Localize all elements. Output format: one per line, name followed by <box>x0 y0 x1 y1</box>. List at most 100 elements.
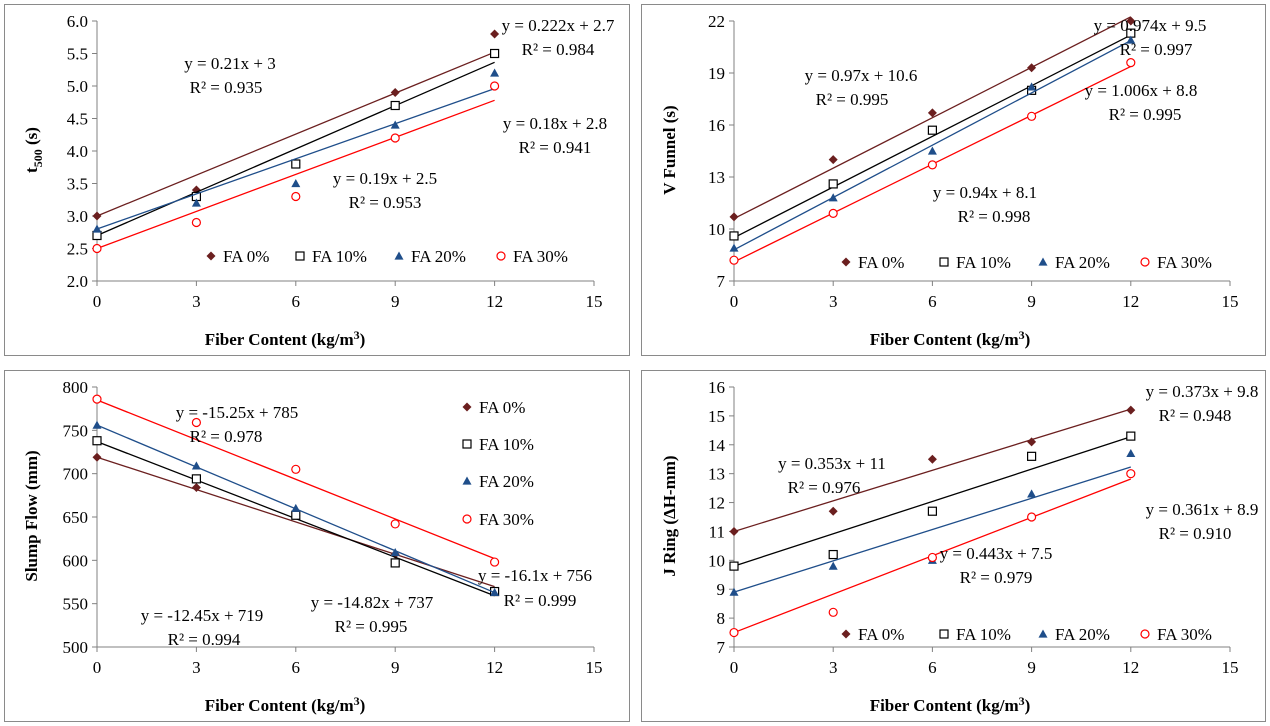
x-tick-label: 6 <box>928 292 937 311</box>
data-point-fa-0 <box>927 108 937 118</box>
data-point-fa-20 <box>490 587 500 596</box>
data-point-fa-30 <box>729 255 739 265</box>
chart-panel-t500: 2.0 2.5 3.0 3.5 4.0 4.5 5.0 5.5 6.0 0 3 6 9 12 15 Fiber… <box>4 4 630 356</box>
data-point-fa-20 <box>191 461 201 470</box>
r-squared-label: R² = 0.953 <box>349 193 422 212</box>
series-fa-30 <box>92 81 500 254</box>
trend-equation: y = -16.1x + 756 <box>478 566 592 585</box>
data-point-fa-10 <box>729 231 739 241</box>
r-squared-label: R² = 0.979 <box>960 568 1033 587</box>
r-squared-label: R² = 0.995 <box>816 90 889 109</box>
y-tick-label: 13 <box>708 168 725 187</box>
data-point-fa-10 <box>927 125 937 135</box>
r-squared-label: R² = 0.995 <box>1109 105 1182 124</box>
y-tick-label: 550 <box>63 595 89 614</box>
r-squared-label: R² = 0.941 <box>519 138 592 157</box>
data-point-fa-30 <box>390 133 400 143</box>
y-tick-label: 19 <box>708 64 725 83</box>
y-tick-label: 10 <box>708 551 725 570</box>
legend-label-fa-0: FA 0% <box>223 247 269 266</box>
data-point-fa-30 <box>1126 57 1136 68</box>
series-fa-20 <box>729 35 1136 252</box>
data-point-fa-30 <box>92 243 102 254</box>
legend-marker-fa-30 <box>462 514 472 524</box>
y-tick-label: 650 <box>63 508 89 527</box>
chart-v-funnel: 7 10 13 16 19 22 0 3 6 9 12 15 Fiber Content (kg/m3)… <box>660 12 1239 349</box>
legend-label-fa-30: FA 30% <box>1157 253 1212 272</box>
r-squared-label: R² = 0.976 <box>788 478 861 497</box>
legend-label-fa-30: FA 30% <box>1157 625 1212 644</box>
data-point-fa-0 <box>490 29 500 39</box>
data-point-fa-20 <box>390 120 400 129</box>
legend-marker-fa-0 <box>841 629 851 639</box>
data-point-fa-10 <box>291 159 301 169</box>
data-point-fa-20 <box>1027 489 1037 498</box>
r-squared-label: R² = 0.978 <box>190 427 263 446</box>
data-point-fa-10 <box>828 179 838 189</box>
x-tick-label: 0 <box>93 292 102 311</box>
data-point-fa-20 <box>490 68 500 77</box>
y-tick-label: 13 <box>708 465 725 484</box>
data-point-fa-20 <box>729 243 739 252</box>
legend-marker-fa-30 <box>1140 257 1150 267</box>
r-squared-label: R² = 0.984 <box>522 40 595 59</box>
trendline-fa-20 <box>733 466 1131 593</box>
r-squared-label: R² = 0.994 <box>168 630 241 649</box>
x-tick-label: 12 <box>1122 292 1139 311</box>
trend-equation: y = 0.373x + 9.8 <box>1146 382 1259 401</box>
y-tick-label: 11 <box>709 522 725 541</box>
data-point-fa-30 <box>490 81 500 91</box>
data-point-fa-20 <box>1027 82 1037 91</box>
data-point-fa-0 <box>1126 16 1136 26</box>
y-tick-label: 800 <box>63 378 89 397</box>
legend-label-fa-10: FA 10% <box>479 435 534 454</box>
legend-marker-fa-0 <box>841 257 851 267</box>
y-tick-label: 600 <box>63 551 89 570</box>
data-point-fa-30 <box>1126 469 1136 479</box>
x-tick-label: 6 <box>292 658 301 677</box>
series-fa-20 <box>92 68 500 233</box>
data-point-fa-10 <box>1027 451 1037 461</box>
legend-label-fa-20: FA 20% <box>1055 253 1110 272</box>
series-fa-10 <box>729 431 1136 571</box>
series-fa-30 <box>729 57 1136 265</box>
data-point-fa-10 <box>390 558 400 568</box>
data-point-fa-30 <box>1027 512 1037 522</box>
chart-j-ring: 7 8 9 10 11 12 13 14 15 16 0 3 6 9 12 15 Fiber Content (… <box>660 378 1259 715</box>
data-point-fa-20 <box>729 587 739 596</box>
legend-marker-fa-10 <box>939 257 949 267</box>
data-point-fa-30 <box>291 191 301 202</box>
legend-marker-fa-20 <box>462 476 472 485</box>
data-point-fa-20 <box>390 548 400 557</box>
legend: FA 0% FA 10% FA 20% FA 30% <box>841 253 1212 272</box>
data-point-fa-10 <box>191 474 201 484</box>
legend-marker-fa-0 <box>462 402 472 412</box>
legend: FA 0% FA 10% FA 20% FA 30% <box>462 398 534 529</box>
data-point-fa-20 <box>927 146 937 155</box>
chart-t500: 2.0 2.5 3.0 3.5 4.0 4.5 5.0 5.5 6.0 0 3 6 9 12 15 Fiber… <box>22 12 615 349</box>
legend-label-fa-10: FA 10% <box>956 625 1011 644</box>
y-tick-label: 3.0 <box>67 207 88 226</box>
data-point-fa-10 <box>1126 431 1136 441</box>
data-point-fa-0 <box>1027 437 1037 447</box>
x-axis-label: Fiber Content (kg/m3) <box>205 694 366 715</box>
legend-marker-fa-10 <box>939 629 949 639</box>
trend-equation: y = 0.974x + 9.5 <box>1094 16 1207 35</box>
legend-label-fa-30: FA 30% <box>513 247 568 266</box>
y-tick-label: 700 <box>63 465 89 484</box>
data-point-fa-30 <box>927 160 937 170</box>
x-tick-label: 3 <box>829 658 838 677</box>
y-tick-label: 12 <box>708 494 725 513</box>
y-tick-label: 9 <box>717 580 726 599</box>
x-tick-label: 12 <box>486 658 503 677</box>
y-tick-label: 4.5 <box>67 110 88 129</box>
data-point-fa-30 <box>828 607 838 617</box>
series-fa-0 <box>92 29 500 221</box>
y-axis-label: J Ring (ΔH-mm) <box>660 455 679 576</box>
trend-equation: y = 0.361x + 8.9 <box>1146 500 1259 519</box>
data-point-fa-0 <box>1126 405 1136 415</box>
series-fa-0 <box>729 16 1136 222</box>
data-point-fa-0 <box>390 88 400 97</box>
x-tick-label: 12 <box>1122 658 1139 677</box>
data-point-fa-30 <box>390 519 400 529</box>
